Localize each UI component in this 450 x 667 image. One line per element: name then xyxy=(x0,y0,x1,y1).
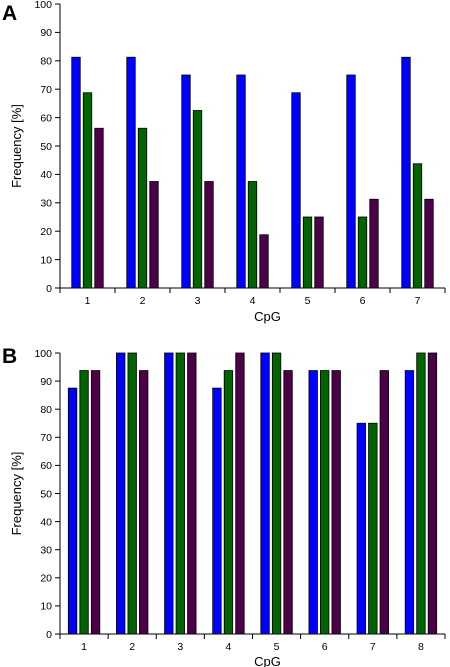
y-tick-label: 20 xyxy=(40,226,52,238)
y-tick-label: 10 xyxy=(40,254,52,266)
bar-series-3-cpg-4 xyxy=(259,234,269,289)
bar-series-2-cpg-2 xyxy=(137,127,148,289)
x-tick-label: 8 xyxy=(418,641,424,653)
y-tick-label: 30 xyxy=(40,198,52,210)
x-tick-label: 7 xyxy=(415,295,421,307)
bar-series-1-cpg-5 xyxy=(260,352,270,635)
y-tick-label: 100 xyxy=(34,348,52,360)
bar-series-1-cpg-2 xyxy=(116,352,126,635)
y-tick-label: 90 xyxy=(40,376,52,388)
y-tick-label: 100 xyxy=(34,0,52,11)
bar-series-3-cpg-6 xyxy=(331,370,341,635)
bar-series-3-cpg-1 xyxy=(94,127,104,289)
bar-series-3-cpg-7 xyxy=(424,198,434,289)
y-tick-label: 50 xyxy=(40,141,52,153)
bar-series-1-cpg-1 xyxy=(71,56,81,289)
x-tick-label: 6 xyxy=(322,641,328,653)
bar-series-3-cpg-3 xyxy=(204,181,214,289)
y-tick-label: 80 xyxy=(40,56,52,68)
bar-series-2-cpg-6 xyxy=(357,216,368,289)
y-tick-label: 10 xyxy=(40,601,52,613)
y-tick-label: 80 xyxy=(40,404,52,416)
x-tick-label: 3 xyxy=(177,641,183,653)
x-tick-label: 6 xyxy=(360,295,366,307)
bar-series-3-cpg-2 xyxy=(149,181,159,289)
bar-series-2-cpg-7 xyxy=(368,422,378,635)
x-tick-label: 1 xyxy=(81,641,87,653)
panel-b: B 0 10 20 30 40 50 60 70 80 90 100 1 2 3 4 5 6 7 8 CpG Frequ… xyxy=(2,345,446,667)
bar-series-2-cpg-5 xyxy=(271,352,282,635)
x-tick-label: 3 xyxy=(195,295,201,307)
y-tick-label: 60 xyxy=(40,460,52,472)
panel-a: A 0 10 20 30 40 50 60 70 80 90 100 1 2 3 4 5 6 7 CpG Freque… xyxy=(2,0,446,324)
bar-series-3-cpg-5 xyxy=(314,216,324,289)
x-tick-label: 7 xyxy=(370,641,376,653)
bar-series-2-cpg-7 xyxy=(412,163,423,289)
bar-series-1-cpg-6 xyxy=(346,74,356,289)
bar-series-2-cpg-3 xyxy=(175,352,185,635)
bar-series-1-cpg-5 xyxy=(291,92,301,289)
y-tick-label: 40 xyxy=(40,169,52,181)
bar-series-2-cpg-2 xyxy=(127,352,137,635)
bar-series-3-cpg-6 xyxy=(369,198,379,289)
y-tick-label: 70 xyxy=(40,432,52,444)
bar-series-3-cpg-1 xyxy=(90,370,101,635)
bar-series-1-cpg-8 xyxy=(404,370,415,635)
panel-b-letter: B xyxy=(2,345,17,368)
bar-series-2-cpg-8 xyxy=(416,352,426,635)
y-tick-label: 60 xyxy=(40,112,52,124)
x-tick-label: 5 xyxy=(305,295,311,307)
x-tick-label: 2 xyxy=(129,641,135,653)
bar-series-2-cpg-5 xyxy=(302,216,313,289)
panel-a-letter: A xyxy=(2,2,17,25)
x-tick-label: 4 xyxy=(250,295,256,307)
bar-series-3-cpg-5 xyxy=(283,370,293,635)
y-tick-label: 0 xyxy=(46,283,52,295)
bar-series-2-cpg-4 xyxy=(247,181,258,289)
bar-series-2-cpg-4 xyxy=(223,370,234,635)
y-axis-title: Frequency [%] xyxy=(9,452,24,536)
y-tick-label: 30 xyxy=(40,545,52,557)
bar-series-3-cpg-7 xyxy=(379,370,389,635)
bar-series-1-cpg-3 xyxy=(164,352,174,635)
y-axis-title: Frequency [%] xyxy=(9,104,24,188)
bar-series-3-cpg-3 xyxy=(187,352,197,635)
y-tick-label: 70 xyxy=(40,84,52,96)
x-tick-label: 1 xyxy=(85,295,91,307)
bar-series-1-cpg-1 xyxy=(67,387,78,635)
x-tick-label: 2 xyxy=(140,295,146,307)
y-tick-label: 50 xyxy=(40,488,52,500)
bar-series-1-cpg-7 xyxy=(401,56,411,289)
bar-series-2-cpg-6 xyxy=(320,370,330,635)
bar-series-1-cpg-2 xyxy=(126,56,136,289)
x-axis-title: CpG xyxy=(254,309,281,324)
bar-series-3-cpg-8 xyxy=(427,352,438,635)
bar-series-2-cpg-3 xyxy=(192,110,203,289)
y-tick-label: 90 xyxy=(40,27,52,39)
x-tick-label: 4 xyxy=(226,641,232,653)
bar-series-2-cpg-1 xyxy=(82,92,93,289)
x-axis-title: CpG xyxy=(254,654,281,667)
bar-series-1-cpg-4 xyxy=(212,387,222,635)
y-tick-label: 20 xyxy=(40,573,52,585)
y-tick-label: 0 xyxy=(46,629,52,641)
bar-series-1-cpg-6 xyxy=(308,370,318,635)
bar-series-1-cpg-3 xyxy=(181,74,191,289)
bar-series-3-cpg-2 xyxy=(139,370,149,635)
bar-series-1-cpg-7 xyxy=(356,422,366,635)
bar-series-3-cpg-4 xyxy=(235,352,245,635)
y-tick-label: 40 xyxy=(40,516,52,528)
bar-series-1-cpg-4 xyxy=(236,74,246,289)
bar-series-2-cpg-1 xyxy=(79,370,89,635)
x-tick-label: 5 xyxy=(274,641,280,653)
